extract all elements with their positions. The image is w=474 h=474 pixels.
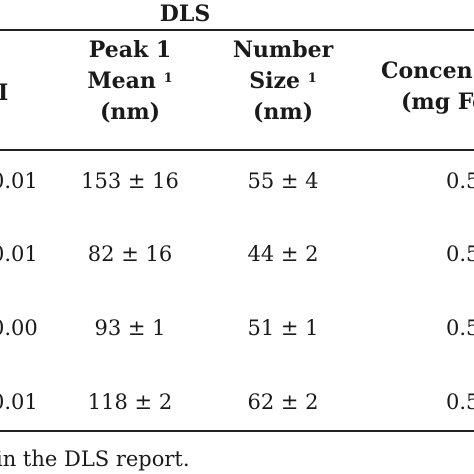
pdi-cell: 0.01 xyxy=(0,390,38,414)
number-size-cell: 44 ± 2 xyxy=(247,242,319,266)
peak1-cell: 82 ± 16 xyxy=(87,242,173,266)
header-bottom-rule xyxy=(0,149,474,151)
number-size-header: Number Size 1 (nm) xyxy=(232,37,334,125)
peak1-cell: 93 ± 1 xyxy=(94,316,166,340)
pdi-header-partial: I xyxy=(0,80,9,106)
pdi-cell: 0.01 xyxy=(0,242,38,266)
conc-cell: 0.5 xyxy=(446,390,474,414)
group-header-rule xyxy=(0,29,474,31)
dls-group-header: DLS xyxy=(159,1,211,27)
concentration-header: Concen (mg Fe xyxy=(381,58,474,115)
peak1-mean-header: Peak 1 Mean 1 (nm) xyxy=(87,37,173,125)
number-size-cell: 51 ± 1 xyxy=(247,316,319,340)
conc-cell: 0.5 xyxy=(446,169,474,193)
conc-cell: 0.5 xyxy=(446,242,474,266)
pdi-cell: 0.01 xyxy=(0,169,38,193)
pdi-cell: 0.00 xyxy=(0,316,38,340)
peak1-cell: 153 ± 16 xyxy=(81,169,179,193)
peak1-cell: 118 ± 2 xyxy=(87,390,173,414)
table-bottom-rule xyxy=(0,430,474,432)
number-size-cell: 62 ± 2 xyxy=(247,390,319,414)
table-footnote: in the DLS report. xyxy=(0,447,190,471)
number-size-cell: 55 ± 4 xyxy=(247,169,319,193)
conc-cell: 0.5 xyxy=(446,316,474,340)
